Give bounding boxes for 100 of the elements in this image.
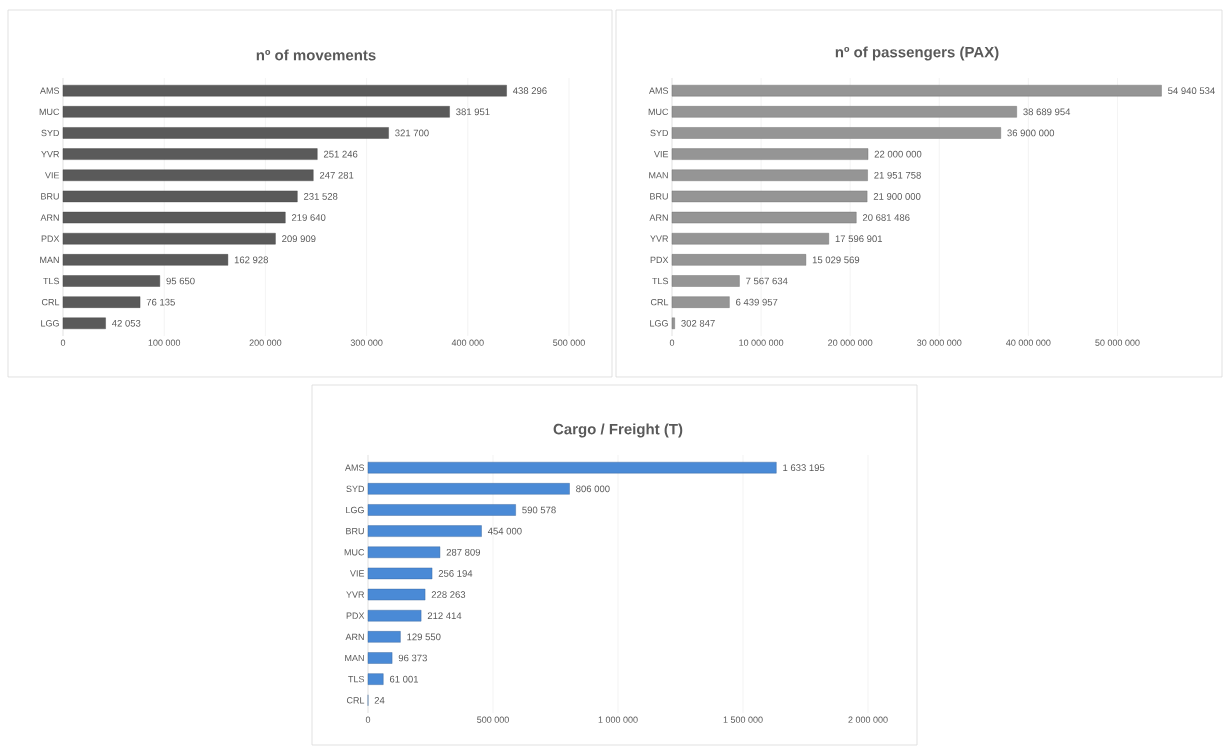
- x-tick-label: 1 000 000: [598, 716, 638, 723]
- bar: [62, 317, 106, 329]
- data-label: 15 029 569: [812, 256, 860, 264]
- bar: [671, 296, 730, 308]
- data-label: 287 809: [446, 548, 481, 556]
- data-label: 54 940 534: [1168, 87, 1215, 95]
- data-label: 302 847: [681, 319, 715, 327]
- y-tick-label: MAN: [40, 256, 59, 263]
- bar: [62, 84, 507, 97]
- data-label: 129 550: [407, 633, 441, 641]
- data-label: 247 281: [319, 171, 354, 179]
- x-tick-label: 2 000 000: [848, 716, 888, 723]
- x-tick-label: 100 000: [148, 339, 181, 346]
- data-label: 454 000: [487, 527, 522, 535]
- bar: [62, 190, 298, 203]
- data-label: 20 681 486: [862, 214, 910, 221]
- data-label: 590 578: [522, 506, 556, 514]
- x-tick-label: 0: [365, 716, 371, 723]
- y-tick-label: MUC: [39, 108, 60, 116]
- x-tick-label: 500 000: [553, 339, 585, 346]
- x-tick-label: 400 000: [451, 339, 484, 346]
- data-label: 42 053: [111, 319, 141, 327]
- y-tick-label: MUC: [344, 549, 365, 556]
- bar: [671, 233, 829, 245]
- data-label: 95 650: [166, 277, 195, 285]
- bar: [671, 127, 1001, 139]
- x-tick-label: 500 000: [477, 716, 509, 723]
- x-tick-label: 20 000 000: [828, 339, 873, 346]
- data-label: 438 296: [512, 87, 547, 95]
- data-label: 212 414: [427, 612, 462, 620]
- x-tick-label: 1 500 000: [723, 716, 763, 723]
- bar: [62, 254, 229, 266]
- y-tick-label: AMS: [39, 87, 60, 94]
- data-label: 6 439 957: [736, 298, 778, 306]
- y-tick-label: LGG: [41, 320, 59, 327]
- y-tick-label: MAN: [345, 654, 364, 662]
- y-tick-label: VIE: [350, 570, 365, 577]
- chart-title: nº of passengers (PAX): [835, 46, 999, 61]
- bar: [62, 275, 161, 287]
- bar: [62, 211, 286, 224]
- bar: [671, 254, 807, 266]
- y-tick-label: PDX: [346, 612, 365, 619]
- chart-title: Cargo / Freight (T): [553, 423, 683, 438]
- y-tick-label: LGG: [650, 320, 668, 327]
- y-tick-label: ARN: [345, 633, 364, 640]
- data-label: 256 194: [438, 570, 473, 577]
- chart-title: nº of movements: [256, 49, 376, 61]
- y-tick-label: LGG: [346, 506, 364, 514]
- bar: [62, 127, 389, 139]
- x-tick-label: 40 000 000: [1006, 339, 1051, 346]
- data-label: 321 700: [395, 129, 429, 137]
- data-label: 381 951: [456, 108, 490, 116]
- bar: [367, 483, 570, 495]
- bar: [367, 631, 401, 643]
- y-tick-label: ARN: [649, 214, 668, 221]
- y-tick-label: CRL: [650, 298, 669, 306]
- data-label: 17 596 901: [835, 235, 883, 243]
- bar: [367, 652, 393, 664]
- bar: [367, 461, 777, 474]
- y-tick-label: YVR: [650, 235, 669, 242]
- bar: [367, 567, 433, 580]
- data-label: 162 928: [234, 256, 269, 264]
- bar: [367, 673, 384, 685]
- bar: [367, 610, 422, 622]
- data-label: 24: [374, 696, 385, 704]
- bar: [671, 169, 868, 181]
- bar: [671, 211, 857, 224]
- x-tick-label: 0: [60, 339, 66, 346]
- data-label: 219 640: [291, 214, 326, 221]
- y-tick-label: SYD: [346, 485, 365, 493]
- bar: [62, 148, 318, 160]
- y-tick-label: SYD: [650, 129, 669, 137]
- y-tick-label: TLS: [348, 675, 365, 683]
- data-label: 76 135: [146, 298, 175, 306]
- x-tick-label: 300 000: [350, 339, 383, 346]
- data-label: 231 528: [303, 193, 338, 200]
- data-label: 209 909: [282, 235, 316, 243]
- bar: [367, 525, 482, 537]
- y-tick-label: YVR: [41, 151, 60, 158]
- data-label: 61 001: [389, 675, 419, 683]
- bar: [62, 106, 450, 118]
- data-label: 251 246: [323, 150, 358, 158]
- data-label: 7 567 634: [746, 277, 788, 285]
- data-label: 1 633 195: [783, 464, 825, 472]
- bar: [367, 546, 441, 558]
- bar: [671, 317, 675, 329]
- data-label: 22 000 000: [874, 150, 922, 158]
- data-label: 806 000: [576, 485, 610, 493]
- data-label: 38 689 954: [1023, 108, 1071, 116]
- y-tick-label: TLS: [652, 277, 669, 285]
- y-tick-label: PDX: [650, 256, 669, 263]
- bar: [62, 169, 314, 181]
- y-tick-label: SYD: [41, 129, 60, 137]
- x-tick-label: 10 000 000: [739, 339, 784, 346]
- bar: [62, 296, 141, 308]
- data-label: 96 373: [398, 654, 427, 662]
- y-tick-label: PDX: [41, 235, 60, 242]
- data-label: 228 263: [431, 591, 466, 598]
- y-tick-label: CRL: [41, 298, 60, 306]
- y-tick-label: AMS: [648, 87, 669, 94]
